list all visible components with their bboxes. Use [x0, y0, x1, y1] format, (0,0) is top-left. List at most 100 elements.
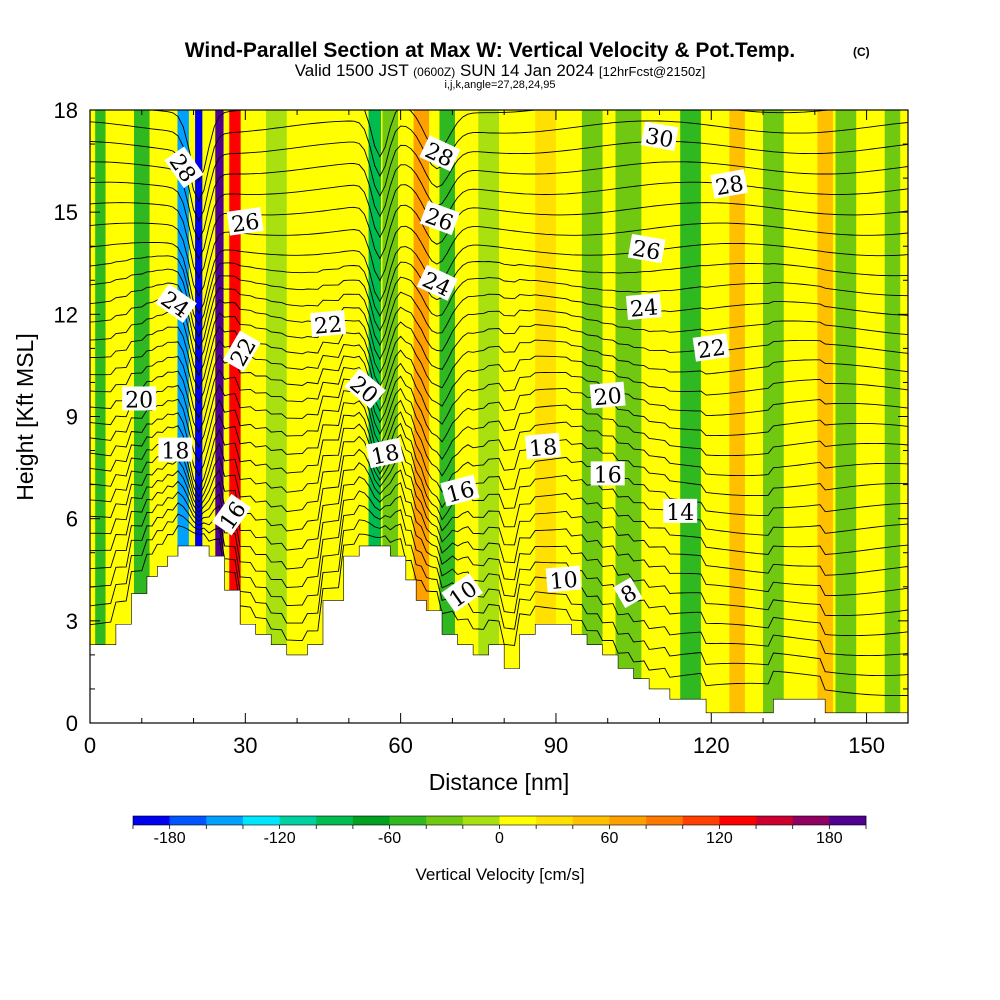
colorbar-swatch: [462, 816, 500, 825]
theta-label-text: 22: [696, 336, 727, 365]
theta-label-box: [155, 283, 197, 323]
vv-band-5: [229, 110, 241, 723]
x-tick-label: 150: [848, 733, 885, 758]
chart-subtitle: Valid 1500 JST (0600Z) SUN 14 Jan 2024 […: [295, 61, 706, 80]
theta-contour-19: [90, 282, 908, 351]
theta-label-box: [222, 330, 261, 373]
y-tick-label: 0: [66, 711, 78, 736]
colorbar-swatch: [389, 816, 427, 825]
theta-label-text: 10: [549, 568, 579, 595]
theta-contour-20: [90, 268, 908, 338]
potential-temperature-contours: [90, 110, 908, 697]
theta-label-text: 26: [630, 236, 662, 265]
theta-label-text: 26: [230, 210, 261, 239]
y-tick-label: 12: [54, 302, 78, 327]
theta-label-box: [589, 381, 626, 409]
colorbar-tick-label: 60: [601, 830, 619, 847]
theta-label: 10: [545, 565, 582, 595]
theta-label-box: [226, 207, 264, 236]
theta-label-text: 30: [643, 124, 675, 153]
theta-label: 30: [640, 121, 679, 153]
theta-contour-25: [90, 181, 908, 260]
utc-time: (0600Z): [413, 65, 455, 79]
theta-label: 18: [158, 437, 193, 465]
y-tick-label: 6: [66, 507, 78, 532]
x-tick-label: 30: [233, 733, 257, 758]
theta-label-text: 16: [594, 463, 622, 488]
theta-label: 26: [226, 207, 264, 239]
colorbar-label: Vertical Velocity [cm/s]: [415, 865, 584, 884]
x-axis: 0 30 60 90 120 150: [84, 110, 885, 758]
y-axis: 0 3 6 9 12 15 18: [54, 98, 908, 736]
theta-label: 26: [627, 233, 666, 266]
y-axis-label: Height [Kft MSL]: [12, 333, 38, 500]
vv-band-1: [134, 110, 150, 723]
colorbar-swatch: [682, 816, 720, 825]
theta-label-text: 18: [161, 440, 189, 465]
theta-contour-0: [90, 525, 908, 697]
theta-label-text: 20: [593, 384, 623, 411]
theta-label-box: [441, 573, 483, 613]
theta-label: 28: [710, 169, 749, 201]
y-tick-label: 3: [66, 609, 78, 634]
colorbar-tick-label: 120: [706, 830, 733, 847]
theta-label-text: 20: [125, 388, 153, 413]
vv-band-16: [680, 110, 701, 723]
theta-contour-13: [90, 366, 908, 443]
theta-label: 22: [310, 310, 347, 340]
theta-label-box: [158, 437, 193, 462]
theta-label-box: [122, 386, 157, 411]
theta-contour-11: [90, 389, 908, 477]
colorbar: -180 -120 -60 0 60 120 180: [132, 815, 867, 847]
colorbar-tick-label: -180: [154, 830, 186, 847]
vv-band-20: [835, 110, 857, 723]
theta-contour-26: [90, 161, 908, 242]
theta-contour-1: [90, 513, 908, 677]
vv-band-2: [177, 110, 189, 723]
colorbar-swatch: [792, 816, 830, 825]
theta-contour-10: [90, 400, 908, 497]
vv-band-12: [478, 110, 499, 723]
theta-contour-15: [90, 339, 908, 407]
y-tick-label: 18: [54, 98, 78, 123]
theta-contour-16: [90, 325, 908, 390]
theta-label-box: [710, 169, 749, 199]
colorbar-swatch: [316, 816, 354, 825]
theta-contour-21: [90, 255, 908, 327]
vv-band-6: [266, 110, 287, 723]
chart-title: Wind-Parallel Section at Max W: Vertical…: [185, 39, 796, 62]
theta-label-box: [663, 498, 698, 523]
theta-contour-24: [90, 202, 908, 279]
theta-label-text: 18: [369, 440, 402, 470]
theta-contour-17: [90, 311, 908, 377]
vv-band-3: [195, 110, 203, 723]
theta-label-box: [640, 121, 679, 152]
colorbar-swatch: [572, 816, 610, 825]
theta-label: 14: [663, 498, 698, 526]
theta-contour-18: [90, 296, 908, 363]
forecast-info: [12hrFcst@2150z]: [599, 64, 705, 79]
theta-label-text: 24: [629, 295, 659, 322]
y-tick-label: 9: [66, 405, 78, 430]
theta-label-box: [310, 310, 347, 337]
theta-label-box: [613, 577, 643, 609]
theta-label-box: [545, 565, 582, 593]
theta-label-box: [419, 135, 461, 172]
theta-contour-9: [90, 411, 908, 517]
theta-contour-7: [90, 435, 908, 555]
theta-label-box: [440, 474, 480, 507]
theta-label-text: 14: [666, 501, 694, 526]
theta-label: 22: [692, 333, 730, 365]
theta-label: 18: [524, 432, 561, 462]
colorbar-tick-label: -60: [378, 830, 401, 847]
vv-band-0: [95, 110, 106, 723]
valid-time: Valid 1500 JST: [295, 61, 409, 80]
colorbar-swatch: [279, 816, 317, 825]
theta-label-box: [419, 200, 460, 236]
colorbar-swatch: [352, 816, 390, 825]
theta-label: 26: [419, 200, 460, 237]
theta-contour-28: [90, 120, 908, 203]
vv-band-17: [729, 110, 745, 723]
